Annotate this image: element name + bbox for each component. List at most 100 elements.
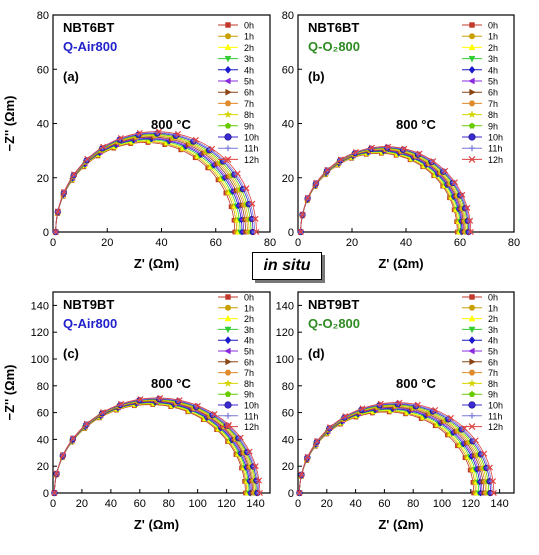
y-tick-label: 80 — [37, 10, 49, 22]
condition-label: Q-O₂800 — [308, 39, 360, 54]
legend-label: 4h — [244, 336, 254, 346]
y-tick-label: 80 — [37, 381, 49, 393]
series-line — [299, 402, 495, 494]
x-axis-label: Z' (Ωm) — [134, 517, 179, 532]
series-line — [54, 397, 261, 494]
series-4h — [296, 405, 484, 497]
data-point — [414, 401, 421, 408]
panel-label: (c) — [63, 346, 79, 361]
series-12h — [52, 128, 260, 236]
legend-marker — [469, 294, 475, 300]
x-tick-label: 40 — [349, 498, 361, 510]
y-tick-label: 60 — [37, 64, 49, 76]
data-point — [252, 215, 259, 222]
series-3h — [296, 407, 482, 497]
legend-marker — [224, 326, 232, 334]
y-tick-label: 40 — [37, 119, 49, 131]
x-tick-label: 20 — [76, 498, 88, 510]
legend-marker — [468, 423, 476, 431]
legend-label: 9h — [244, 121, 254, 131]
legend-marker — [224, 65, 232, 74]
legend-label: 10h — [488, 133, 503, 143]
legend-label: 3h — [244, 54, 254, 64]
data-point — [447, 414, 454, 421]
data-point — [61, 188, 68, 195]
legend-label: 1h — [488, 32, 498, 42]
series-line — [55, 133, 252, 233]
legend-marker — [467, 378, 477, 387]
legend-label: 10h — [244, 133, 259, 143]
legend-marker — [224, 336, 232, 345]
legend-label: 8h — [488, 379, 498, 389]
series-6h — [53, 134, 249, 236]
y-tick-label: 40 — [282, 434, 294, 446]
legend-marker — [224, 347, 231, 355]
series-line — [299, 406, 486, 494]
x-tick-label: 80 — [264, 237, 276, 249]
data-point — [324, 166, 331, 173]
x-tick-label: 40 — [105, 498, 117, 510]
data-point — [100, 143, 107, 150]
data-point — [342, 413, 349, 420]
data-point — [352, 148, 359, 156]
y-tick-label: 0 — [288, 227, 294, 239]
data-point — [401, 145, 408, 152]
legend-label: 2h — [244, 314, 254, 324]
panel-c: 0 20 40 60 80 100 120 140 0 20 40 60 80 100 120 140 Z' (… — [2, 291, 271, 532]
legend-marker — [225, 358, 232, 366]
legend-marker — [224, 55, 232, 63]
x-tick-label: 80 — [508, 237, 520, 249]
y-tick-label: 0 — [288, 488, 294, 500]
data-point — [489, 478, 497, 485]
legend-marker — [224, 155, 232, 163]
legend-marker — [225, 412, 231, 419]
data-point — [176, 397, 183, 404]
series-9h — [297, 145, 471, 235]
series-5h — [296, 405, 485, 497]
panel-label: (b) — [308, 69, 325, 84]
series-line — [54, 399, 257, 494]
legend-marker — [468, 133, 476, 141]
legend-marker — [467, 110, 477, 119]
series-7h — [296, 403, 489, 496]
panel-d: 0 20 40 60 80 100 120 140 0 20 40 60 80 100 120 140 Z' (… — [276, 291, 515, 532]
data-point — [137, 396, 144, 403]
series-6h — [298, 146, 468, 236]
x-tick-label: 20 — [321, 498, 333, 510]
panel-label: (a) — [63, 69, 79, 84]
legend-marker — [468, 155, 476, 163]
legend-label: 1h — [244, 32, 254, 42]
legend-marker — [224, 423, 232, 431]
data-point — [368, 144, 375, 151]
x-tick-label: 120 — [462, 498, 480, 510]
series-4h — [51, 398, 254, 497]
data-point — [253, 228, 260, 236]
series-line — [54, 397, 260, 494]
x-tick-label: 60 — [454, 237, 466, 249]
x-tick-label: 0 — [295, 237, 301, 249]
legend-marker — [468, 347, 475, 355]
y-tick-label: 20 — [37, 461, 49, 473]
series-line — [299, 406, 485, 494]
data-point — [432, 406, 439, 413]
series-12h — [51, 394, 263, 497]
legend-label: 5h — [488, 347, 498, 357]
data-point — [359, 405, 366, 412]
panel-a: 0 20 40 60 80 0 20 40 60 80 Z' (Ωm) −Z'' (Ωm) NBT6BT… — [2, 10, 276, 271]
series-5h — [51, 398, 254, 497]
data-point — [377, 400, 384, 407]
data-point — [209, 145, 216, 152]
legend-label: 7h — [488, 368, 498, 378]
x-tick-label: 120 — [217, 498, 235, 510]
legend-marker — [224, 314, 232, 322]
x-tick-label: 40 — [400, 237, 412, 249]
data-point — [442, 167, 449, 174]
series-9h — [52, 131, 254, 235]
data-point — [246, 448, 253, 455]
series-7h — [297, 146, 469, 235]
series-line — [55, 136, 246, 233]
y-tick-label: 100 — [31, 354, 49, 366]
legend-marker — [225, 145, 231, 152]
data-point — [243, 185, 250, 192]
